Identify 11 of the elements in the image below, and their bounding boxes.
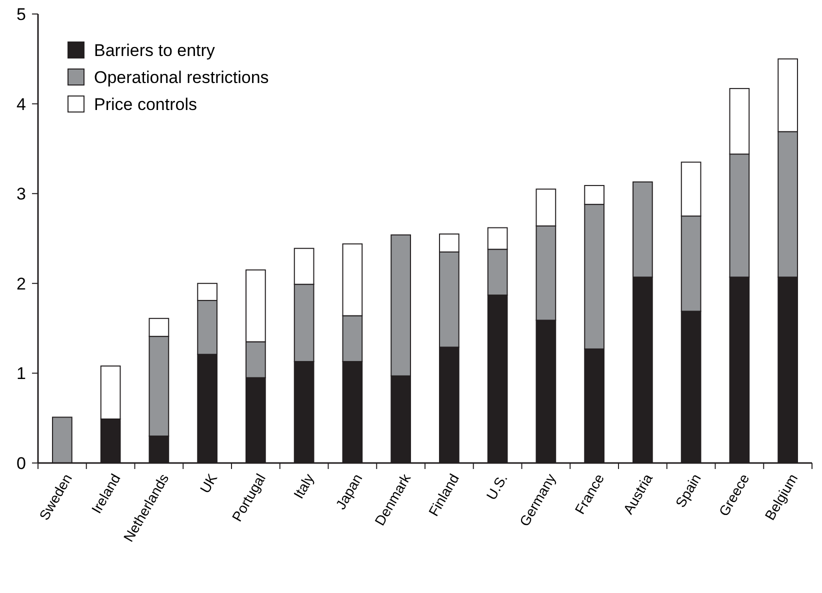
legend-label: Operational restrictions [94,68,269,87]
y-tick-label: 2 [16,274,26,294]
y-tick-label: 1 [16,364,26,384]
legend-label: Price controls [94,94,197,114]
y-tick-label: 4 [16,94,26,114]
x-tick-label: U.S. [482,470,510,503]
x-tick-label: UK [196,470,220,496]
y-tick-label: 0 [16,454,26,473]
y-tick-label: 5 [16,4,26,24]
legend-label: Barriers to entry [94,40,216,60]
y-tick-label: 3 [16,184,26,204]
